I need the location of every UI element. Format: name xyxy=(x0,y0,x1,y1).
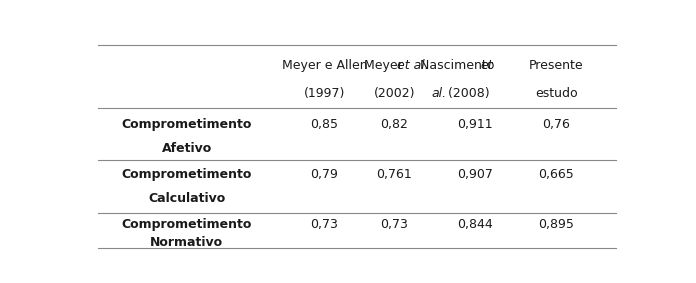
Text: Normativo: Normativo xyxy=(150,235,223,248)
Text: Afetivo: Afetivo xyxy=(161,142,212,155)
Text: 0,761: 0,761 xyxy=(377,168,412,181)
Text: 0,911: 0,911 xyxy=(457,118,493,131)
Text: 0,85: 0,85 xyxy=(310,118,338,131)
Text: Comprometimento: Comprometimento xyxy=(122,168,252,181)
Text: Presente: Presente xyxy=(529,59,583,72)
Text: 0,76: 0,76 xyxy=(542,118,570,131)
Text: 0,73: 0,73 xyxy=(381,218,409,231)
Text: (1997): (1997) xyxy=(303,87,345,100)
Text: 0,73: 0,73 xyxy=(310,218,338,231)
Text: et: et xyxy=(481,59,493,72)
Text: 0,79: 0,79 xyxy=(310,168,338,181)
Text: 0,844: 0,844 xyxy=(457,218,493,231)
Text: Calculativo: Calculativo xyxy=(148,192,226,205)
Text: Meyer e Allen: Meyer e Allen xyxy=(281,59,367,72)
Text: Nascimento: Nascimento xyxy=(420,59,498,72)
Text: Meyer: Meyer xyxy=(364,59,406,72)
Text: Comprometimento: Comprometimento xyxy=(122,118,252,131)
Text: 0,907: 0,907 xyxy=(457,168,493,181)
Text: 0,665: 0,665 xyxy=(539,168,574,181)
Text: estudo: estudo xyxy=(535,87,578,100)
Text: 0,82: 0,82 xyxy=(381,118,409,131)
Text: (2008): (2008) xyxy=(443,87,489,100)
Text: Comprometimento: Comprometimento xyxy=(122,218,252,231)
Text: 0,895: 0,895 xyxy=(538,218,574,231)
Text: al.: al. xyxy=(432,87,447,100)
Text: (2002): (2002) xyxy=(374,87,416,100)
Text: et al.: et al. xyxy=(397,59,429,72)
